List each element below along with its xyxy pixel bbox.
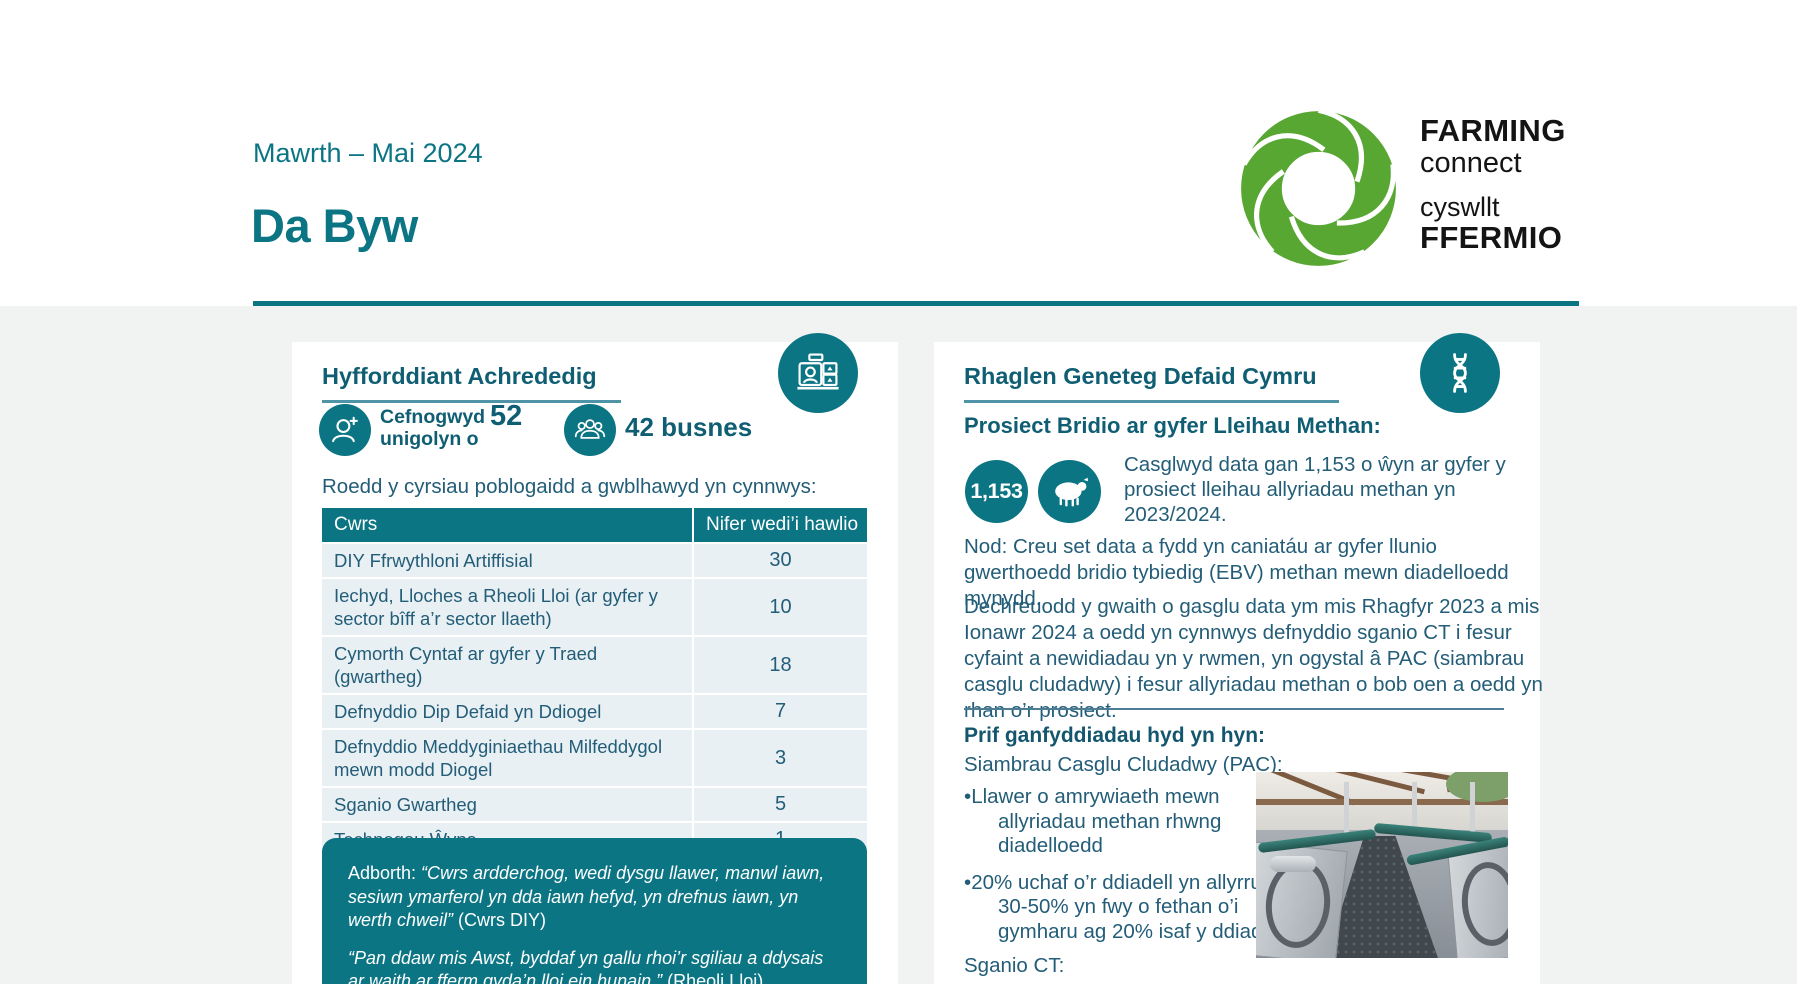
feedback-attribution: (Rheoli Lloi) xyxy=(662,971,764,984)
accredited-training-card: Hyfforddiant Achrededig Cefnogwyd unigol… xyxy=(292,333,898,984)
courses-table: Cwrs Nifer wedi’i hawlio DIY Ffrwythloni… xyxy=(322,508,867,856)
feedback-quote-text: “Pan ddaw mis Awst, byddaf yn gallu rhoi… xyxy=(348,947,824,984)
lamb-data-summary: Casglwyd data gan 1,153 o ŵyn ar gyfer y… xyxy=(1124,453,1506,526)
table-row: DIY Ffrwythloni Artiffisial 30 xyxy=(322,544,867,577)
logo-wordmark: FARMING connect cyswllt FFERMIO xyxy=(1420,114,1566,254)
dna-icon xyxy=(1420,333,1500,413)
findings-subheading-ct: Sganio CT: xyxy=(964,954,1065,977)
findings-heading: Prif ganfyddiadau hyd yn hyn: xyxy=(964,724,1266,747)
project-subtitle: Prosiect Bridio ar gyfer Lleihau Methan: xyxy=(964,413,1381,438)
table-row: Cymorth Cyntaf ar gyfer y Traed (gwarthe… xyxy=(322,637,867,693)
feedback-box: Adborth: “Cwrs ardderchog, wedi dysgu ll… xyxy=(322,838,867,984)
table-header-row: Cwrs Nifer wedi’i hawlio xyxy=(322,508,867,542)
table-row: Iechyd, Lloches a Rheoli Lloi (ar gyfer … xyxy=(322,579,867,635)
table-row: Defnyddio Dip Defaid yn Ddiogel 7 xyxy=(322,695,867,728)
logo-word-connect: connect xyxy=(1420,147,1522,179)
course-count: 5 xyxy=(692,788,867,821)
title-underline xyxy=(964,400,1339,403)
logo-swirl-icon xyxy=(1241,107,1397,266)
course-name: Sganio Gwartheg xyxy=(334,794,477,815)
finding-bullet: Llawer o amrywiaeth mewn allyriadau meth… xyxy=(964,785,1290,859)
page-title: Da Byw xyxy=(251,199,418,252)
date-range: Mawrth – Mai 2024 xyxy=(253,138,483,168)
stat-businesses-value: 42 busnes xyxy=(625,412,753,442)
findings-subheading-pac: Siambrau Casglu Cludadwy (PAC): xyxy=(964,753,1283,776)
logo-word-cyswllt: cyswllt xyxy=(1420,192,1500,222)
finding-bullet: 20% uchaf o’r ddiadell yn allyrru 30-50%… xyxy=(964,871,1290,945)
id-card-icon xyxy=(778,333,858,413)
feedback-prefix: Adborth: xyxy=(348,863,422,883)
lamb-count-value: 1,153 xyxy=(970,479,1023,503)
course-count: 10 xyxy=(692,579,867,635)
person-plus-icon xyxy=(319,404,371,456)
section-divider xyxy=(964,708,1504,710)
title-underline xyxy=(322,400,621,403)
course-count: 3 xyxy=(692,730,867,786)
people-icon xyxy=(564,404,616,456)
stat-individuals-label-line1: Cefnogwyd xyxy=(380,406,486,428)
course-name: Iechyd, Lloches a Rheoli Lloi (ar gyfer … xyxy=(334,585,658,629)
column-header-course: Cwrs xyxy=(334,514,378,535)
card-title-training: Hyfforddiant Achrededig xyxy=(322,363,597,389)
stat-individuals-value: 52 xyxy=(490,400,523,432)
findings-section: Prif ganfyddiadau hyd yn hyn: Siambrau C… xyxy=(964,708,1512,984)
column-header-count: Nifer wedi’i hawlio xyxy=(692,508,867,542)
content-background: Hyfforddiant Achrededig Cefnogwyd unigol… xyxy=(0,306,1797,984)
course-name: Defnyddio Dip Defaid yn Ddiogel xyxy=(334,701,602,722)
data-collection-paragraph: Dechreuodd y gwaith o gasglu data ym mis… xyxy=(964,595,1543,722)
course-count: 7 xyxy=(692,695,867,728)
aim-paragraph: Nod: Creu set data a fydd yn caniatáu ar… xyxy=(964,535,1509,610)
table-row: Sganio Gwartheg 5 xyxy=(322,788,867,821)
course-name: Defnyddio Meddyginiaethau Milfeddygol me… xyxy=(334,736,663,780)
header-divider xyxy=(253,301,1579,306)
stat-individuals-label: Cefnogwyd unigolyn o xyxy=(380,406,485,450)
course-count: 18 xyxy=(692,637,867,693)
feedback-quote-1: Adborth: “Cwrs ardderchog, wedi dysgu ll… xyxy=(348,862,841,933)
course-count: 30 xyxy=(692,544,867,577)
card-title-genetics: Rhaglen Geneteg Defaid Cymru xyxy=(964,363,1317,389)
course-name: Cymorth Cyntaf ar gyfer y Traed (gwarthe… xyxy=(334,643,598,687)
logo-word-farming: FARMING xyxy=(1420,113,1566,148)
table-row: Defnyddio Meddyginiaethau Milfeddygol me… xyxy=(322,730,867,786)
pac-chambers-photo xyxy=(1256,772,1508,958)
feedback-attribution: (Cwrs DIY) xyxy=(453,910,547,930)
farming-connect-logo: FARMING connect cyswllt FFERMIO xyxy=(1237,104,1597,274)
stat-individuals-label-line2: unigolyn o xyxy=(380,428,479,450)
logo-word-ffermio: FFERMIO xyxy=(1420,220,1563,255)
lamb-count-badge: 1,153 xyxy=(965,460,1028,523)
feedback-quote-text: “Cwrs ardderchog, wedi dysgu llawer, man… xyxy=(348,863,825,930)
sheep-genetics-card: Rhaglen Geneteg Defaid Cymru Prosiect Br… xyxy=(934,333,1543,984)
course-name: DIY Ffrwythloni Artiffisial xyxy=(334,550,533,571)
sheep-icon xyxy=(1038,460,1101,523)
feedback-quote-2: “Pan ddaw mis Awst, byddaf yn gallu rhoi… xyxy=(348,947,841,984)
courses-intro: Roedd y cyrsiau poblogaidd a gwblhawyd y… xyxy=(322,475,817,498)
